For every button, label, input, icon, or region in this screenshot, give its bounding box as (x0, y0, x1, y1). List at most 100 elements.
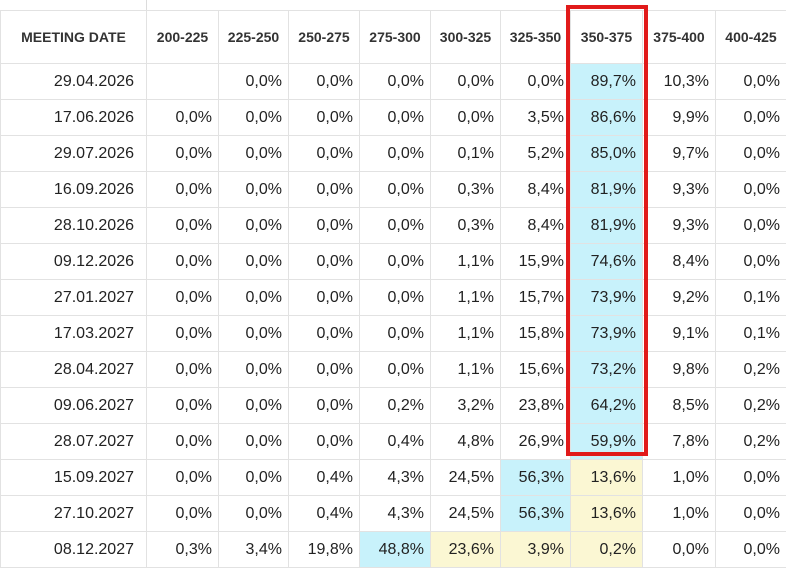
probability-cell: 0,0% (146, 495, 219, 532)
col-header-250-275[interactable]: 250-275 (288, 10, 360, 64)
probability-cell: 8,4% (642, 243, 716, 280)
probability-cell: 0,0% (288, 387, 360, 424)
probability-cell: 15,8% (500, 315, 571, 352)
table-body: 29.04.2026 0,0% 0,0% 0,0% 0,0% 0,0% 89,7% 10,3%… (0, 63, 787, 568)
probability-cell: 9,7% (642, 135, 716, 172)
col-header-350-375[interactable]: 350-375 (570, 10, 643, 64)
probability-cell: 23,8% (500, 387, 571, 424)
table-row: 27.10.2027 0,0% 0,0% 0,4% 4,3% 24,5% 56,3% 13,6… (0, 495, 787, 532)
probability-cell: 19,8% (288, 531, 360, 568)
meeting-date-cell: 27.10.2027 (0, 495, 147, 532)
col-header-meeting-date[interactable]: MEETING DATE (0, 10, 147, 64)
probability-cell: 0,3% (430, 207, 501, 244)
table-row: 29.07.2026 0,0% 0,0% 0,0% 0,0% 0,1% 5,2% 85,0% 9… (0, 135, 787, 172)
probability-cell: 0,0% (218, 207, 289, 244)
probability-cell: 0,0% (146, 315, 219, 352)
probability-cell: 0,0% (146, 423, 219, 460)
meeting-date-cell: 29.04.2026 (0, 63, 147, 100)
probability-cell: 7,8% (642, 423, 716, 460)
probability-cell: 8,4% (500, 207, 571, 244)
probability-cell: 0,0% (715, 207, 787, 244)
probability-cell: 0,0% (288, 63, 360, 100)
meeting-date-cell: 29.07.2026 (0, 135, 147, 172)
probability-cell: 13,6% (570, 459, 643, 496)
probability-cell: 0,0% (715, 171, 787, 208)
probability-cell: 0,4% (288, 495, 360, 532)
probability-cell: 9,1% (642, 315, 716, 352)
col-header-200-225[interactable]: 200-225 (146, 10, 219, 64)
col-header-375-400[interactable]: 375-400 (642, 10, 716, 64)
probability-cell: 0,1% (715, 279, 787, 316)
probability-cell: 24,5% (430, 459, 501, 496)
col-header-300-325[interactable]: 300-325 (430, 10, 501, 64)
probability-cell: 0,0% (218, 495, 289, 532)
probability-cell: 81,9% (570, 207, 643, 244)
col-header-275-300[interactable]: 275-300 (359, 10, 431, 64)
probability-cell: 0,0% (715, 459, 787, 496)
probability-cell: 0,0% (146, 171, 219, 208)
probability-cell: 0,2% (715, 351, 787, 388)
meeting-date-cell: 08.12.2027 (0, 531, 147, 568)
page-edge (786, 0, 800, 573)
probability-cell: 0,2% (715, 387, 787, 424)
probability-cell: 86,6% (570, 99, 643, 136)
probability-cell: 0,0% (288, 315, 360, 352)
probability-cell: 0,0% (359, 243, 431, 280)
probability-cell: 0,0% (359, 279, 431, 316)
probability-cell: 64,2% (570, 387, 643, 424)
probability-cell: 0,0% (288, 351, 360, 388)
probability-cell: 1,1% (430, 315, 501, 352)
probability-cell: 0,0% (359, 135, 431, 172)
meeting-date-cell: 17.03.2027 (0, 315, 147, 352)
rate-probability-table: MEETING DATE 200-225 225-250 250-275 275… (0, 10, 787, 568)
probability-cell: 0,0% (359, 315, 431, 352)
probability-cell: 0,0% (715, 63, 787, 100)
table-row: 09.06.2027 0,0% 0,0% 0,0% 0,2% 3,2% 23,8% 64,2%… (0, 387, 787, 424)
probability-cell: 0,0% (288, 207, 360, 244)
probability-cell: 0,0% (359, 351, 431, 388)
probability-cell: 0,0% (218, 459, 289, 496)
col-header-325-350[interactable]: 325-350 (500, 10, 571, 64)
probability-cell: 0,4% (288, 459, 360, 496)
probability-cell (146, 63, 219, 100)
probability-cell: 0,0% (430, 63, 501, 100)
col-header-225-250[interactable]: 225-250 (218, 10, 289, 64)
probability-cell: 0,0% (218, 99, 289, 136)
probability-cell: 13,6% (570, 495, 643, 532)
probability-cell: 0,2% (715, 423, 787, 460)
probability-cell: 4,3% (359, 459, 431, 496)
meeting-date-cell: 27.01.2027 (0, 279, 147, 316)
col-header-400-425[interactable]: 400-425 (715, 10, 787, 64)
header-row: MEETING DATE 200-225 225-250 250-275 275… (0, 10, 787, 64)
probability-cell: 73,2% (570, 351, 643, 388)
probability-cell: 56,3% (500, 459, 571, 496)
probability-cell: 0,0% (218, 279, 289, 316)
probability-cell: 10,3% (642, 63, 716, 100)
probability-cell: 3,5% (500, 99, 571, 136)
probability-cell: 3,9% (500, 531, 571, 568)
probability-cell: 0,4% (359, 423, 431, 460)
probability-cell: 0,0% (288, 99, 360, 136)
probability-cell: 1,0% (642, 459, 716, 496)
probability-cell: 15,6% (500, 351, 571, 388)
meeting-date-cell: 28.04.2027 (0, 351, 147, 388)
probability-cell: 9,8% (642, 351, 716, 388)
probability-cell: 0,2% (359, 387, 431, 424)
probability-cell: 0,0% (288, 423, 360, 460)
probability-cell: 48,8% (359, 531, 431, 568)
probability-cell: 24,5% (430, 495, 501, 532)
probability-cell: 0,0% (359, 63, 431, 100)
table-row: 15.09.2027 0,0% 0,0% 0,4% 4,3% 24,5% 56,3% 13,6… (0, 459, 787, 496)
meeting-date-cell: 09.12.2026 (0, 243, 147, 280)
probability-cell: 56,3% (500, 495, 571, 532)
table-row: 16.09.2026 0,0% 0,0% 0,0% 0,0% 0,3% 8,4% 81,9% 9… (0, 171, 787, 208)
probability-cell: 0,1% (715, 315, 787, 352)
meeting-date-cell: 09.06.2027 (0, 387, 147, 424)
probability-cell: 73,9% (570, 315, 643, 352)
meeting-date-cell: 17.06.2026 (0, 99, 147, 136)
probability-cell: 0,0% (146, 135, 219, 172)
probability-cell: 0,0% (146, 459, 219, 496)
probability-cell: 0,0% (642, 531, 716, 568)
meeting-date-cell: 15.09.2027 (0, 459, 147, 496)
